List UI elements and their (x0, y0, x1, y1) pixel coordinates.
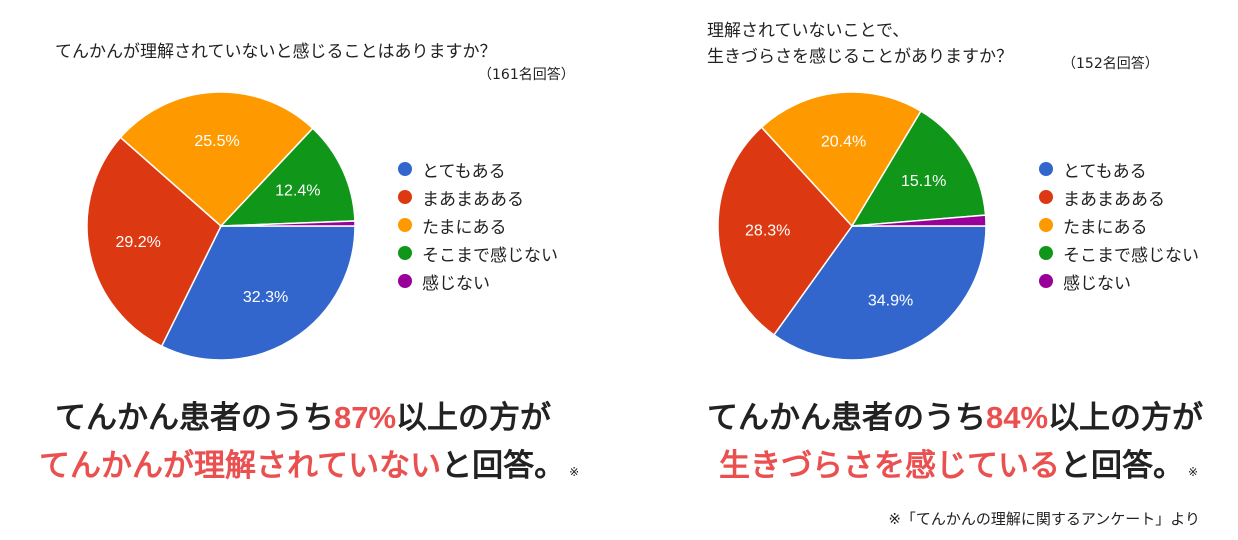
legend-item: たまにある (1039, 211, 1199, 239)
summary-percentage: 87% (334, 400, 397, 435)
summary-text: てんかん患者のうち84%以上の方が 生きづらさを感じていると回答。 ※ (707, 394, 1203, 496)
summary-percentage: 84% (986, 400, 1049, 435)
summary-highlight: 生きづらさを感じている (719, 448, 1060, 483)
source-note: ※「てんかんの理解に関するアンケート」より (888, 510, 1200, 528)
summary-line-1: てんかん患者のうち84%以上の方が (707, 394, 1203, 442)
chart-legend: とてもある まあまあある たまにある そこまで感じない 感じない (1039, 155, 1199, 295)
legend-label: とてもある (1063, 161, 1147, 182)
legend-item: とてもある (398, 155, 558, 183)
legend-label: 感じない (422, 273, 490, 294)
respondent-count: （152名回答） (1062, 56, 1159, 72)
pie-data-label: 25.5% (194, 133, 239, 150)
legend-swatch (1039, 190, 1053, 204)
summary-highlight: てんかんが理解されていない (39, 448, 442, 483)
pie-slice (119, 91, 314, 228)
chart-panel-right: 理解されていないことで、 生きづらさを感じることがありますか？ （152名回答）… (619, 0, 1238, 540)
respondent-count: （161名回答） (478, 67, 575, 83)
pie-chart: 32.3% 29.2% 25.5% 12.4% (86, 91, 356, 361)
legend-swatch (1039, 218, 1053, 232)
pie-data-label: 15.1% (901, 173, 946, 190)
pie-slice (160, 225, 356, 361)
legend-label: たまにある (1063, 217, 1148, 238)
pie-data-label: 20.4% (821, 134, 866, 151)
summary-line-2: 生きづらさを感じていると回答。 ※ (719, 442, 1203, 496)
legend-label: たまにある (422, 217, 507, 238)
pie-slice (219, 127, 356, 227)
legend-item: まあまあある (398, 183, 558, 211)
summary-text-part: てんかん患者のうち (55, 400, 334, 435)
pie-slice (717, 126, 853, 336)
summary-text-part: と回答。 (1060, 448, 1184, 483)
legend-label: 感じない (1063, 273, 1131, 294)
legend-item: そこまで感じない (1039, 239, 1199, 267)
pie-slice (86, 136, 222, 348)
summary-line-2: てんかんが理解されていないと回答。 ※ (39, 442, 579, 496)
legend-item: 感じない (398, 267, 558, 295)
summary-text-part: と回答。 (441, 448, 566, 483)
summary-text-part: 以上の方が (396, 400, 552, 435)
summary-line-1: てんかん患者のうち87%以上の方が (55, 394, 579, 442)
pie-data-label: 12.4% (275, 183, 320, 200)
legend-swatch (1039, 162, 1053, 176)
legend-item: とてもある (1039, 155, 1199, 183)
chart-title: てんかんが理解されていないと感じることはありますか？ (55, 39, 497, 65)
pie-data-label: 32.3% (243, 289, 288, 306)
chart-title-line: 生きづらさを感じることがありますか？ (707, 47, 1013, 67)
summary-text-part: てんかん患者のうち (707, 400, 986, 435)
pie-slice (220, 220, 356, 227)
legend-label: まあまあある (422, 189, 524, 210)
pie-data-label: 34.9% (868, 293, 913, 310)
pie-slice (850, 110, 987, 227)
legend-swatch (398, 218, 412, 232)
chart-legend: とてもある まあまあある たまにある そこまで感じない 感じない (398, 155, 558, 295)
pie-slice (851, 214, 987, 227)
legend-label: まあまあある (1063, 189, 1165, 210)
legend-swatch (398, 246, 412, 260)
legend-item: そこまで感じない (398, 239, 558, 267)
pie-slice (760, 91, 922, 228)
summary-text-part: 以上の方が (1048, 400, 1204, 435)
legend-swatch (1039, 246, 1053, 260)
pie-chart: 34.9% 28.3% 20.4% 15.1% (717, 91, 987, 361)
chart-title: 理解されていないことで、 生きづらさを感じることがありますか？ (707, 18, 1013, 70)
chart-panel-left: てんかんが理解されていないと感じることはありますか？ （161名回答） 32.3… (39, 39, 579, 496)
pie-data-label: 28.3% (745, 223, 790, 240)
legend-label: そこまで感じない (1063, 245, 1199, 266)
legend-swatch (398, 190, 412, 204)
legend-swatch (398, 162, 412, 176)
legend-label: とてもある (422, 161, 506, 182)
pie-data-label: 29.2% (115, 234, 160, 251)
legend-item: たまにある (398, 211, 558, 239)
legend-swatch (1039, 274, 1053, 288)
chart-title-line: てんかんが理解されていないと感じることはありますか？ (55, 42, 497, 62)
chart-title-line: 理解されていないことで、 (707, 21, 910, 41)
summary-text: てんかん患者のうち87%以上の方が てんかんが理解されていないと回答。 ※ (39, 394, 579, 496)
pie-slice (772, 225, 987, 361)
footnote-mark: ※ (569, 465, 580, 479)
footnote-mark: ※ (1188, 465, 1199, 479)
legend-item: 感じない (1039, 267, 1199, 295)
legend-item: まあまあある (1039, 183, 1199, 211)
legend-label: そこまで感じない (422, 245, 558, 266)
legend-swatch (398, 274, 412, 288)
